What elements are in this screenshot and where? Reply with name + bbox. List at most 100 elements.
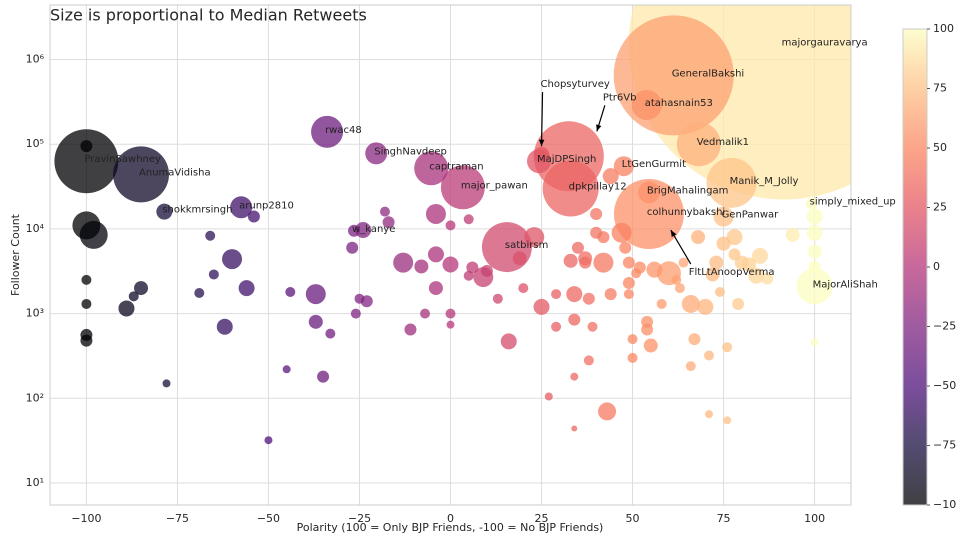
bubble [732, 297, 745, 310]
bubble [350, 308, 361, 319]
bubble [463, 270, 474, 281]
arrow-head [538, 139, 545, 147]
bubble [671, 274, 682, 285]
colorbar-tick-label: 0 [933, 260, 940, 273]
bubble [208, 269, 219, 280]
bubble [619, 241, 632, 254]
x-tick-label: −25 [348, 512, 371, 525]
bubble [627, 334, 638, 345]
bubble [512, 251, 527, 266]
bubble [691, 230, 706, 245]
chart-title: Size is proportional to Median Retweets [50, 6, 367, 25]
bubble [427, 246, 444, 263]
point-label: simply_mixed_up [810, 196, 896, 207]
annotation-arrow [540, 92, 544, 147]
bubble [156, 203, 173, 220]
bubble [785, 227, 800, 242]
bubble [404, 323, 417, 336]
point-label: w_kanye [352, 224, 395, 235]
bubble [571, 241, 584, 254]
x-tick-label: −50 [257, 512, 280, 525]
point-label: LtGenGurmit [622, 159, 686, 170]
bubble [466, 261, 479, 274]
annotation-label: FltLtAnoopVerma [689, 267, 775, 278]
y-tick-label: 10⁵ [26, 137, 44, 150]
bubble [678, 257, 689, 268]
bubble [590, 226, 603, 239]
y-tick-label: 10⁶ [26, 53, 45, 66]
bubble [587, 321, 598, 332]
point-label: AnumaVidisha [139, 167, 211, 178]
bubble [440, 165, 485, 210]
point-label: satbirsm [505, 240, 548, 251]
bubble [247, 210, 260, 223]
bubble [365, 142, 388, 165]
x-tick-label: 0 [447, 512, 454, 525]
point-label: Manik_M_Jolly [730, 176, 799, 187]
bubble [317, 370, 330, 383]
y-tick-label: 10¹ [26, 476, 44, 489]
bubble [656, 298, 667, 309]
bubble [533, 298, 550, 315]
colorbar-tick-label: −25 [933, 320, 956, 333]
bubble [705, 267, 720, 282]
annotation-label: Ptr6Vb [603, 92, 637, 103]
bubble [428, 281, 443, 296]
x-tick-label: 100 [804, 512, 825, 525]
bubble [285, 286, 296, 297]
bubble [807, 244, 822, 259]
bubble [796, 268, 833, 305]
bubble [582, 292, 595, 305]
bubble [414, 259, 429, 274]
colorbar-tick-label: 100 [933, 22, 954, 35]
bubble [81, 298, 92, 309]
bubble [685, 361, 696, 372]
bubble [382, 216, 395, 229]
bubble [742, 257, 757, 272]
colorbar-tick-label: 25 [933, 201, 947, 214]
colorbar-tick-label: 50 [933, 141, 947, 154]
bubble [205, 230, 216, 241]
bubble [566, 286, 583, 303]
bubble [722, 342, 733, 353]
bubble [627, 352, 638, 363]
y-tick-label: 10³ [26, 307, 44, 320]
bubble [264, 436, 273, 445]
bubble [706, 157, 757, 208]
bubble [81, 274, 92, 285]
bubble [194, 288, 205, 299]
bubble [79, 220, 108, 249]
bubble [355, 222, 372, 239]
bubble [118, 300, 135, 317]
colorbar-tick-label: −50 [933, 379, 956, 392]
bubble [688, 333, 701, 346]
y-axis-label: Follower Count [9, 213, 22, 296]
bubble [761, 272, 774, 285]
point-label: MajDPSingh [537, 154, 596, 165]
bubble [216, 318, 233, 335]
bubble [354, 293, 365, 304]
point-label: major_pawan [461, 180, 528, 191]
bubble [379, 206, 390, 217]
bubble [162, 379, 171, 388]
bubble [646, 261, 663, 278]
bubble [676, 122, 721, 167]
x-axis-label: Polarity (100 = Only BJP Friends, -100 =… [297, 521, 604, 534]
bubble [583, 355, 594, 366]
bubble [551, 321, 562, 332]
point-label: colhunnybakshi [647, 207, 725, 218]
annotation-label: Chopsyturvey [541, 79, 610, 90]
point-label: SinghNavdeep [374, 146, 447, 157]
point-label: shokkmrsingh [162, 205, 232, 216]
bubble [463, 214, 474, 225]
bubble [305, 284, 326, 305]
bubble [806, 208, 823, 225]
x-tick-label: −100 [71, 512, 101, 525]
bubble [563, 253, 578, 268]
bubble [590, 207, 603, 220]
point-label: atahasnain53 [645, 98, 713, 109]
bubble [713, 206, 734, 227]
bubble [810, 338, 819, 347]
bubble [714, 286, 725, 297]
